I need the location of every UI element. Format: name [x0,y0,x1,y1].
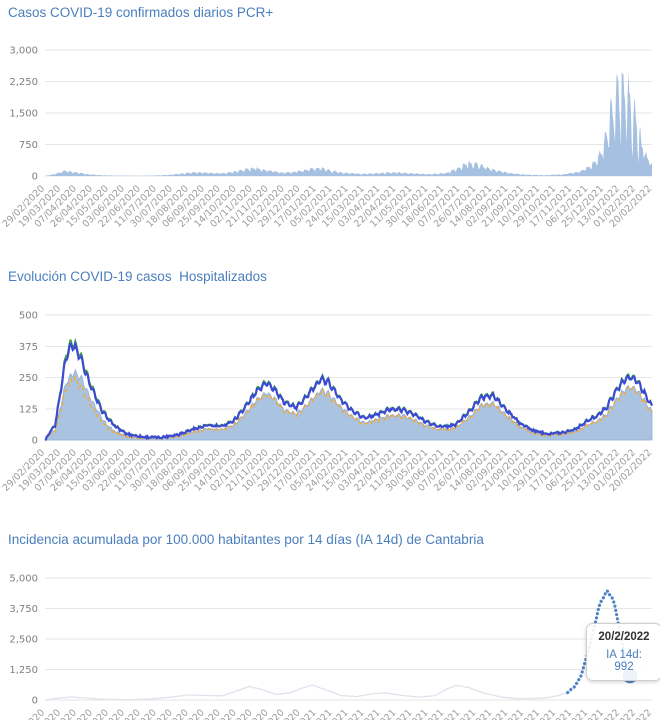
y-tick-label: 3,000 [9,46,38,57]
y-tick-label: 500 [19,311,38,322]
y-tick-label: 125 [19,404,38,415]
x-tick-label: 29/02/2020 [1,707,48,720]
y-tick-label: 0 [32,696,38,707]
y-tick-label: 1,500 [9,109,38,120]
y-tick-label: 2,250 [9,77,38,88]
ia14d-chart-title: Incidencia acumulada por 100.000 habitan… [8,532,484,547]
daily-cases-chart-title: Casos COVID-19 confirmados diarios PCR+ [8,5,274,20]
y-tick-label: 3,750 [9,604,38,615]
chart-tooltip: 20/2/2022 IA 14d: 992 [586,623,660,681]
y-tick-label: 0 [32,172,38,183]
y-tick-label: 5,000 [9,574,38,585]
y-tick-label: 2,500 [9,635,38,646]
tooltip-value: IA 14d: 992 [606,649,642,673]
y-tick-label: 375 [19,342,38,353]
y-tick-label: 0 [32,436,38,447]
ia14d-history-line [44,684,567,701]
hospitalized-chart-title: Evolución COVID-19 casos Hospitalizados [8,269,267,284]
y-tick-label: 1,250 [9,665,38,676]
y-tick-label: 750 [19,140,38,151]
blue-hospitalized-line [44,339,654,441]
tooltip-date: 20/2/2022 [598,631,650,643]
y-tick-label: 250 [19,373,38,384]
